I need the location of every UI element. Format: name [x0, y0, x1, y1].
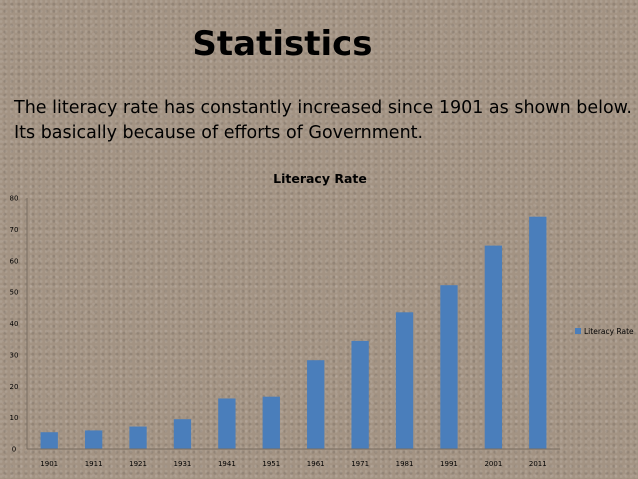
legend-swatch [575, 328, 581, 334]
y-tick-label: 30 [10, 351, 19, 359]
x-tick-label: 1901 [40, 460, 58, 468]
x-tick-label: 2001 [484, 460, 502, 468]
bar-1931 [173, 419, 192, 449]
x-tick-label: 1911 [85, 460, 103, 468]
x-tick-label: 1921 [129, 460, 147, 468]
bar-1921 [129, 426, 147, 449]
x-axis: 1901 1911 1921 1931 1941 1951 1961 1971 1981 1991… [40, 460, 546, 468]
bar-1951 [262, 396, 280, 449]
bar-1961 [307, 360, 325, 449]
description-line-1: The literacy rate has constantly increas… [14, 98, 632, 118]
bar-2001 [484, 245, 503, 449]
y-tick-label: 20 [10, 383, 19, 391]
chart-title: Literacy Rate [273, 171, 367, 186]
x-tick-label: 1971 [351, 460, 369, 468]
bar-series [40, 216, 547, 449]
bar-1981 [395, 312, 414, 449]
bar-1911 [84, 430, 103, 449]
slide-title: Statistics [192, 24, 373, 64]
bar-1991 [440, 285, 458, 449]
bar-1971 [351, 340, 369, 449]
y-tick-label: 40 [10, 320, 19, 328]
x-tick-label: 1931 [174, 460, 192, 468]
description-line-2: Its basically because of efforts of Gove… [14, 123, 424, 143]
x-tick-label: 1981 [396, 460, 414, 468]
x-tick-label: 1941 [218, 460, 236, 468]
y-axis: 0 10 20 30 40 50 60 70 80 [10, 195, 19, 454]
x-tick-label: 2011 [529, 460, 547, 468]
y-tick-label: 10 [10, 414, 19, 422]
legend: Literacy Rate [575, 327, 634, 336]
bar-1941 [218, 398, 236, 449]
bar-2011 [529, 216, 547, 449]
y-tick-label: 80 [10, 195, 19, 203]
slide-description: The literacy rate has constantly increas… [14, 96, 634, 146]
legend-label: Literacy Rate [584, 327, 634, 336]
bar-1901 [40, 432, 58, 449]
y-tick-label: 70 [10, 226, 19, 234]
x-tick-label: 1991 [440, 460, 458, 468]
x-tick-label: 1961 [307, 460, 325, 468]
y-tick-label: 60 [10, 257, 19, 265]
y-tick-label: 50 [10, 289, 19, 297]
x-tick-label: 1951 [262, 460, 280, 468]
y-tick-label: 0 [12, 446, 16, 454]
